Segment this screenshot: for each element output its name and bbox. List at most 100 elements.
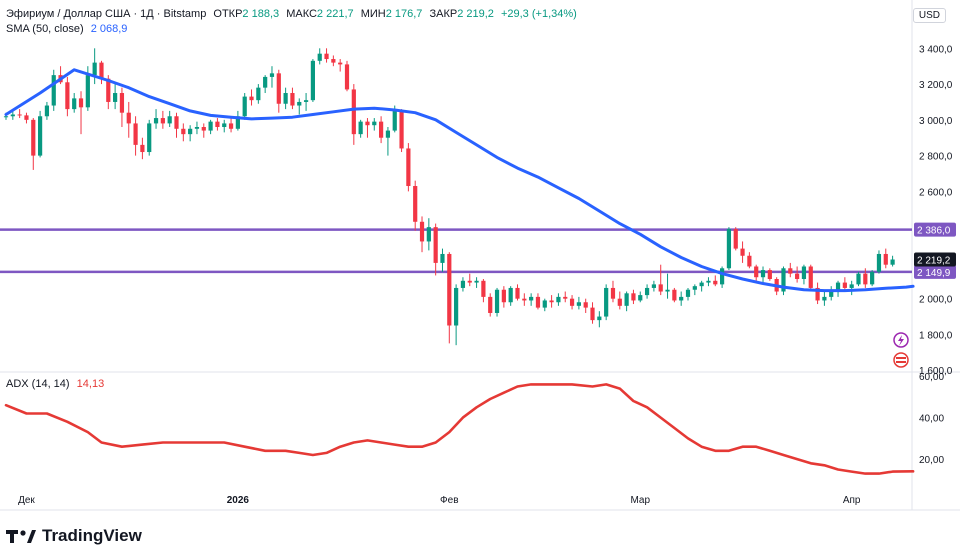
time-axis-label: 2026 xyxy=(227,495,250,506)
candle-body xyxy=(617,298,622,306)
price-tick-label: 3 400,0 xyxy=(919,44,953,55)
level-price-label: 2 149,9 xyxy=(917,268,951,279)
candle-body xyxy=(242,96,247,117)
candle-body xyxy=(679,296,684,301)
candle-body xyxy=(440,253,445,263)
time-axis-label: Мар xyxy=(630,495,650,506)
candle-body xyxy=(644,287,650,296)
candle-body xyxy=(269,73,275,77)
candle-body xyxy=(433,227,438,263)
us-flag-stripe xyxy=(896,357,906,359)
candle-body xyxy=(808,266,813,288)
candle-body xyxy=(597,316,602,321)
us-flag-stripe xyxy=(896,361,906,363)
time-axis-label: Фев xyxy=(440,495,458,506)
flash-icon-glyph xyxy=(898,335,904,346)
candle-body xyxy=(576,302,581,306)
candle-body xyxy=(140,144,145,153)
close-label: ЗАКР xyxy=(429,8,458,20)
candle-body xyxy=(310,60,315,101)
candle-body xyxy=(699,282,704,287)
candle-body xyxy=(788,268,793,274)
currency-button[interactable]: USD xyxy=(912,8,946,23)
candle-body xyxy=(228,123,234,129)
candle-body xyxy=(515,287,520,299)
candle-body xyxy=(665,289,670,292)
low-label: МИН xyxy=(360,8,386,20)
adx-legend[interactable]: ADX (14, 14) 14,13 xyxy=(6,378,108,390)
candle-body xyxy=(174,116,179,129)
candle-body xyxy=(194,126,200,129)
us-flag-icon[interactable] xyxy=(893,352,909,368)
candle-body xyxy=(153,118,159,124)
candle-body xyxy=(399,110,404,149)
candle-body xyxy=(454,287,459,326)
candle-body xyxy=(31,119,36,156)
sma-legend[interactable]: SMA (50, close) 2 068,9 xyxy=(6,23,131,35)
candle-body xyxy=(344,64,350,90)
candle-body xyxy=(720,268,725,285)
candle-body xyxy=(870,271,875,285)
candle-body xyxy=(781,268,786,292)
symbol-title[interactable]: Эфириум / Доллар США · 1Д · Bitstamp xyxy=(6,8,207,20)
candle-body xyxy=(283,93,288,104)
candle-body xyxy=(133,123,138,145)
adx-tick-label: 20,00 xyxy=(919,455,944,466)
time-axis-label: Дек xyxy=(18,495,35,506)
candle-body xyxy=(235,116,240,129)
candle-body xyxy=(208,121,213,131)
candle-body xyxy=(419,221,425,242)
candle-body xyxy=(760,270,766,278)
candle-body xyxy=(842,282,847,288)
candle-body xyxy=(201,126,206,131)
candle-body xyxy=(256,87,261,101)
price-tick-label: 2 000,0 xyxy=(919,295,953,306)
candle-body xyxy=(740,248,745,256)
candle-body xyxy=(890,259,895,265)
candle-body xyxy=(651,284,656,288)
tradingview-logo[interactable]: TradingView xyxy=(6,526,142,546)
candle-body xyxy=(297,101,302,106)
candle-body xyxy=(358,121,363,135)
candle-body xyxy=(829,289,834,297)
candle-body xyxy=(569,298,575,306)
adx-value: 14,13 xyxy=(76,378,105,390)
candle-body xyxy=(385,130,391,138)
sma-label: SMA (50, close) xyxy=(6,23,84,35)
candle-body xyxy=(249,96,254,101)
candle-body xyxy=(590,307,595,321)
candle-body xyxy=(126,112,131,124)
price-tick-label: 2 600,0 xyxy=(919,187,953,198)
candle-body xyxy=(795,273,800,280)
candle-body xyxy=(460,280,466,288)
price-tick-label: 1 600,0 xyxy=(919,366,953,377)
brand-name: TradingView xyxy=(42,526,142,545)
candle-body xyxy=(835,282,841,290)
candle-body xyxy=(92,62,97,76)
candle-body xyxy=(106,78,111,102)
sma-line xyxy=(4,68,915,293)
price-tick-label: 3 000,0 xyxy=(919,116,953,127)
candle-body xyxy=(583,302,588,308)
candle-body xyxy=(426,227,431,242)
candle-body xyxy=(638,295,643,301)
adx-tick-label: 60,00 xyxy=(919,372,944,383)
candle-body xyxy=(65,82,70,110)
candle-body xyxy=(481,280,486,297)
adx-tick-label: 40,00 xyxy=(919,414,944,425)
candle-body xyxy=(365,121,370,126)
candle-body xyxy=(501,289,506,303)
candle-body xyxy=(747,255,752,267)
level-price-tag xyxy=(914,222,956,237)
open-label: ОТКР xyxy=(213,8,243,20)
candle-body xyxy=(38,116,43,156)
high-label: МАКС xyxy=(286,8,317,20)
tradingview-logo-icon xyxy=(6,530,36,543)
candle-body xyxy=(863,273,868,285)
candle-body xyxy=(113,93,118,102)
candle-body xyxy=(672,289,677,301)
candle-body xyxy=(447,253,452,326)
candle-body xyxy=(529,296,534,301)
candle-body xyxy=(351,89,356,135)
